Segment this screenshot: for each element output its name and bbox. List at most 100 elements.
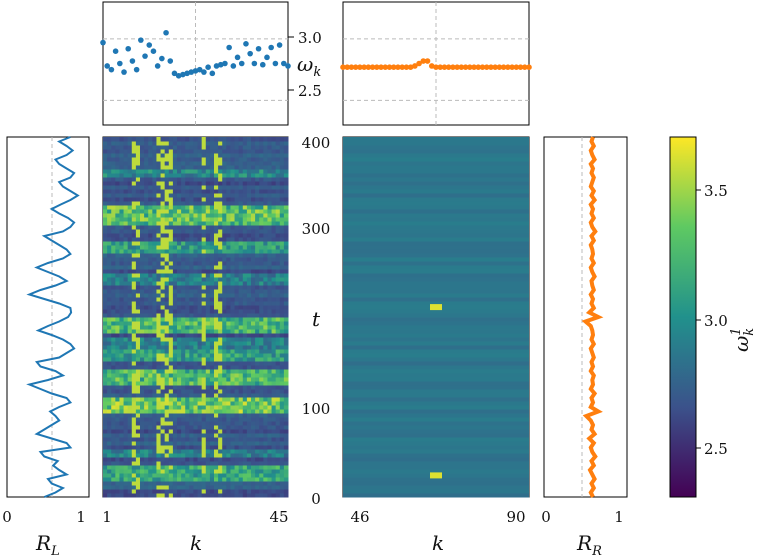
heatmap-band: [343, 317, 529, 322]
heatmap-cell: [181, 393, 186, 398]
heatmap-cell: [218, 445, 223, 450]
heatmap-cell: [156, 261, 162, 266]
heatmap-cell: [115, 257, 120, 262]
heatmap-cell: [181, 381, 186, 386]
heatmap-cell: [172, 217, 178, 222]
heatmap-cell: [209, 253, 215, 258]
heatmap-cell: [160, 349, 166, 354]
heatmap-cell: [226, 285, 231, 290]
frequency-point: [509, 64, 515, 70]
frequency-point: [361, 64, 367, 70]
heatmap-cell: [271, 365, 277, 370]
heatmap-band: [343, 461, 529, 466]
heatmap-cell: [259, 425, 264, 430]
heatmap-cell: [201, 397, 207, 402]
heatmap-cell: [193, 189, 199, 194]
heatmap-cell: [279, 137, 285, 142]
heatmap-cell: [107, 461, 112, 466]
heatmap-cell: [279, 325, 285, 330]
heatmap-cell: [181, 485, 186, 490]
heatmap-cell: [168, 265, 174, 270]
heatmap-cell: [127, 397, 133, 402]
heatmap-cell: [135, 297, 141, 302]
heatmap-cell: [185, 313, 190, 318]
heatmap-band: [343, 293, 529, 298]
heatmap-cell: [181, 389, 186, 394]
heatmap-cell: [119, 461, 125, 466]
heatmap-cell: [246, 293, 252, 298]
heatmap-band: [343, 201, 529, 206]
heatmap-cell: [103, 353, 108, 358]
heatmap-cell: [160, 333, 166, 338]
heatmap-cell: [259, 465, 264, 470]
frequency-point: [163, 29, 169, 36]
heatmap-cell: [222, 461, 227, 466]
heatmap-cell: [251, 149, 256, 154]
heatmap-cell: [246, 173, 252, 178]
heatmap-cell: [164, 437, 170, 442]
heatmap-cell: [168, 301, 174, 306]
heatmap-cell: [140, 389, 145, 394]
heatmap-cell: [234, 337, 240, 342]
heatmap-cell: [279, 397, 285, 402]
heatmap-cell: [226, 253, 231, 258]
heatmap-cell: [263, 185, 268, 190]
heatmap-cell: [140, 149, 145, 154]
heatmap-cell: [205, 205, 211, 210]
heatmap-band: [343, 193, 529, 198]
heatmap-cell: [107, 325, 112, 330]
heatmap-cell: [275, 389, 281, 394]
heatmap-band: [343, 225, 529, 230]
heatmap-cell: [251, 433, 256, 438]
heatmap-cell: [107, 385, 112, 390]
order-left-line: [26, 136, 80, 498]
heatmap-cell: [279, 381, 285, 386]
heatmap-cell: [127, 441, 133, 446]
heatmap-cell: [193, 405, 199, 410]
heatmap-cell: [255, 425, 260, 430]
heatmap-cell: [226, 333, 231, 338]
heatmap-cell: [263, 441, 268, 446]
heatmap-cell: [189, 165, 194, 170]
heatmap-cell: [263, 453, 268, 458]
heatmap-cell: [197, 297, 203, 302]
heatmap-cell: [275, 465, 281, 470]
heatmap-cell: [115, 209, 120, 214]
heatmap-cell: [271, 433, 277, 438]
heatmap-cell: [181, 221, 186, 226]
heatmap-cell: [135, 389, 141, 394]
heatmap-cell: [144, 245, 149, 250]
heatmap-cell: [185, 205, 190, 210]
heatmap-cell: [111, 141, 116, 146]
heatmap-cell: [263, 445, 268, 450]
heatmap-cell: [259, 257, 264, 262]
heatmap-cell: [246, 493, 252, 498]
heatmap-cell: [259, 329, 264, 334]
heatmap-cell: [242, 241, 248, 246]
heatmap-cell: [144, 449, 149, 454]
heatmap-cell: [197, 153, 203, 158]
heatmap-cell: [123, 357, 129, 362]
heatmap-cell: [205, 477, 211, 482]
heatmap-cell: [201, 285, 207, 290]
heatmap-cell: [259, 253, 264, 258]
heatmap-cell: [140, 469, 145, 474]
heatmap-cell: [205, 377, 211, 382]
heatmap-band: [343, 285, 529, 290]
heatmap-cell: [283, 393, 289, 398]
heatmap-band: [343, 457, 529, 462]
heatmap-cell: [168, 393, 174, 398]
heatmap-cell: [111, 249, 116, 254]
heatmap-cell: [226, 197, 231, 202]
heatmap-cell: [279, 365, 285, 370]
heatmap-cell: [222, 149, 227, 154]
heatmap-cell: [103, 173, 108, 178]
heatmap-cell: [119, 197, 125, 202]
heatmap-cell: [201, 357, 207, 362]
heatmap-cell: [107, 273, 112, 278]
heatmap-cell: [214, 369, 219, 374]
heatmap-cell: [267, 469, 273, 474]
heatmap-cell: [168, 341, 174, 346]
heatmap-cell: [148, 193, 153, 198]
heatmap-cell: [148, 385, 153, 390]
